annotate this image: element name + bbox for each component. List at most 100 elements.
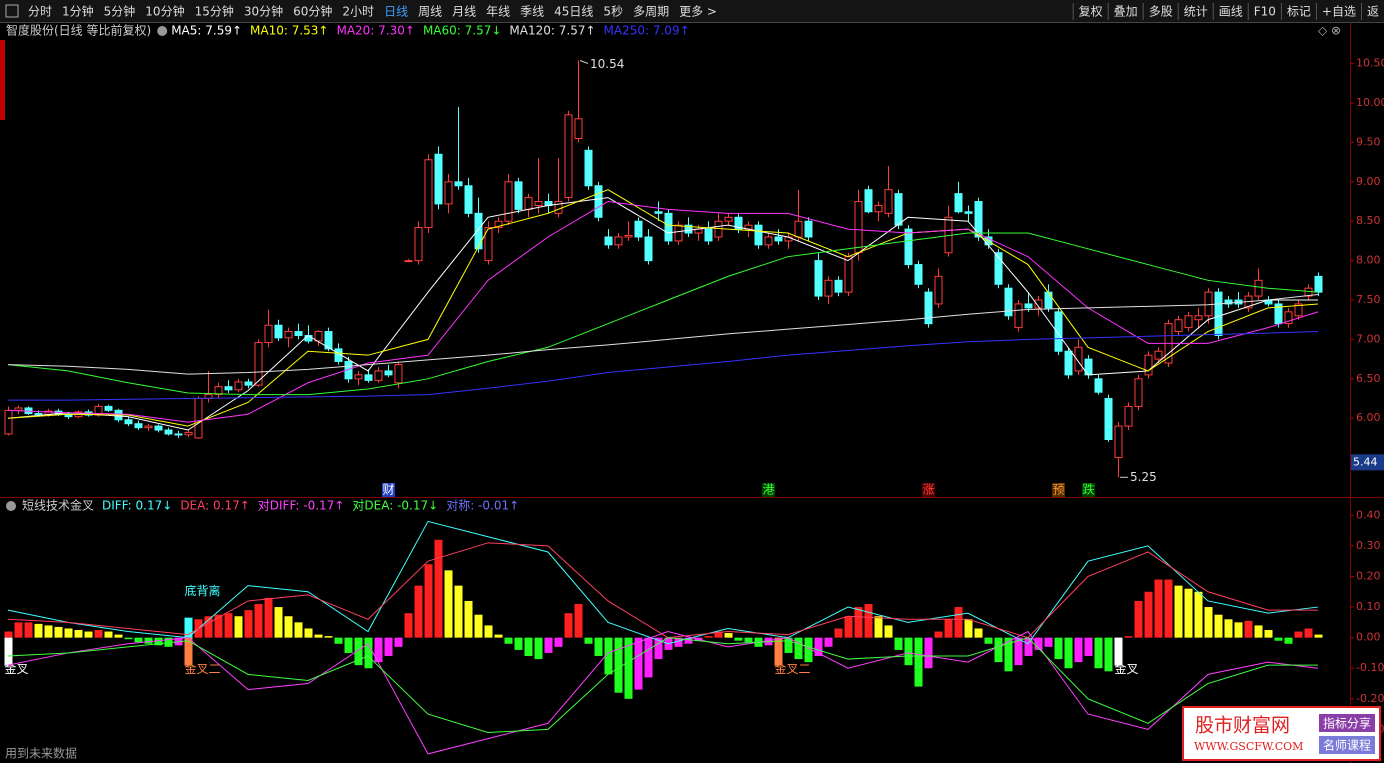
- legend-icon[interactable]: [157, 26, 168, 36]
- macd-bar: [1024, 637, 1033, 656]
- toolbar-tab[interactable]: 2小时: [342, 5, 374, 19]
- candle-body: [144, 425, 153, 429]
- toolbar-button[interactable]: 多股: [1149, 5, 1173, 19]
- macd-bar: [1264, 630, 1273, 638]
- toolbar-tab[interactable]: 1分钟: [62, 4, 94, 19]
- indicator-line: [7, 520, 1319, 645]
- candle-body: [1214, 291, 1223, 336]
- event-badge: [922, 483, 935, 497]
- toolbar-button[interactable]: F10: [1254, 5, 1276, 19]
- toolbar-tab[interactable]: 60分钟: [293, 4, 332, 19]
- candle-body: [794, 220, 803, 238]
- candle-body: [1114, 425, 1123, 459]
- macd-bar: [154, 637, 163, 646]
- candle-body: [354, 374, 363, 380]
- footer-note: 用到未来数据: [5, 746, 77, 761]
- ma-line: [7, 201, 1319, 423]
- toolbar-tab[interactable]: 年线: [486, 5, 510, 19]
- candle-body: [634, 220, 643, 238]
- toolbar-button[interactable]: 标记: [1287, 5, 1311, 19]
- macd-bar: [1304, 628, 1313, 638]
- legend-icon[interactable]: [6, 501, 16, 511]
- toolbar-tab[interactable]: 30分钟: [244, 4, 283, 19]
- toolbar-tab[interactable]: 季线: [520, 5, 544, 19]
- macd-bar: [914, 637, 923, 687]
- macd-bar: [94, 630, 103, 638]
- toolbar-tab[interactable]: 月线: [452, 5, 476, 19]
- toolbar-button[interactable]: 画线: [1219, 5, 1243, 19]
- macd-bar: [854, 607, 863, 638]
- candle-body: [974, 201, 983, 238]
- candle-body: [194, 398, 203, 439]
- signal-label: 金叉二: [185, 661, 221, 676]
- watermark-name: 股市财富网: [1195, 715, 1290, 737]
- candle-body: [1004, 287, 1013, 317]
- macd-bar: [54, 626, 63, 638]
- chart-title: 短线技术金叉: [22, 498, 94, 513]
- candle-body: [914, 264, 923, 285]
- signal-label: 金叉二: [775, 661, 811, 676]
- signal-label: 金叉: [1115, 661, 1139, 676]
- candle-body: [14, 407, 23, 411]
- toolbar-tab[interactable]: 15分钟: [195, 4, 234, 19]
- toolbar-button[interactable]: 复权: [1079, 5, 1103, 19]
- toolbar-tab[interactable]: 5分钟: [104, 4, 136, 19]
- macd-bar: [264, 597, 273, 638]
- candle-body: [1204, 291, 1213, 317]
- y-tick-label: 6.00: [1356, 411, 1381, 424]
- panel-icons[interactable]: ◇ ⊗: [1318, 24, 1341, 38]
- toolbar-button[interactable]: 统计: [1184, 5, 1208, 19]
- macd-bar: [564, 613, 573, 638]
- candle-body: [104, 405, 113, 411]
- toolbar-tab[interactable]: 分时: [28, 5, 52, 19]
- candle-body: [1144, 354, 1153, 376]
- macd-bar: [294, 622, 303, 638]
- toolbar-button[interactable]: 叠加: [1114, 5, 1138, 19]
- macd-bar: [874, 616, 883, 638]
- macd-bar: [324, 636, 333, 638]
- toolbar-tab[interactable]: 更多 >: [679, 5, 717, 19]
- toolbar-tab[interactable]: 多周期: [633, 5, 669, 19]
- candle-body: [1284, 311, 1293, 325]
- menu-icon[interactable]: [5, 4, 19, 18]
- candle-body: [1034, 299, 1043, 309]
- macd-bar: [1214, 614, 1223, 638]
- y-tick-label: 10.00: [1356, 96, 1384, 109]
- toolbar-button[interactable]: +自选: [1322, 5, 1356, 19]
- candle-body: [514, 181, 523, 210]
- macd-bar: [1094, 637, 1103, 669]
- macd-bar: [684, 637, 693, 644]
- candle-body: [864, 189, 873, 213]
- macd-bar: [374, 637, 383, 663]
- candle-body: [234, 381, 243, 391]
- candle-body: [604, 236, 613, 246]
- macd-bar: [1134, 600, 1143, 638]
- legend-entry: MA10: 7.53↑: [250, 24, 328, 38]
- toolbar-button[interactable]: 返: [1367, 5, 1379, 19]
- candle-body: [1064, 350, 1073, 376]
- macd-bar: [14, 622, 23, 638]
- macd-bar: [484, 625, 493, 638]
- y-tick-label: -0.10: [1356, 661, 1384, 674]
- candle-body: [854, 201, 863, 254]
- candle-body: [274, 324, 283, 339]
- candle-body: [174, 433, 183, 436]
- macd-bar: [1144, 591, 1153, 638]
- toolbar-tab[interactable]: 5秒: [603, 5, 623, 19]
- macd-bar: [424, 564, 433, 638]
- toolbar-tab[interactable]: 45日线: [554, 5, 593, 19]
- macd-bar: [114, 634, 123, 638]
- candle-body: [4, 409, 13, 435]
- toolbar-tab[interactable]: 周线: [418, 5, 442, 19]
- candle-body: [424, 159, 433, 229]
- candle-body: [904, 228, 913, 266]
- macd-bar: [714, 631, 723, 638]
- candle-body: [764, 236, 773, 246]
- toolbar-tab[interactable]: 10分钟: [145, 4, 184, 19]
- macd-bar: [1224, 619, 1233, 638]
- toolbar-tab[interactable]: 日线: [384, 5, 408, 19]
- macd-bar: [1274, 637, 1283, 641]
- annotation: 10.54: [590, 57, 624, 71]
- candle-body: [1274, 303, 1283, 325]
- candle-body: [444, 181, 453, 205]
